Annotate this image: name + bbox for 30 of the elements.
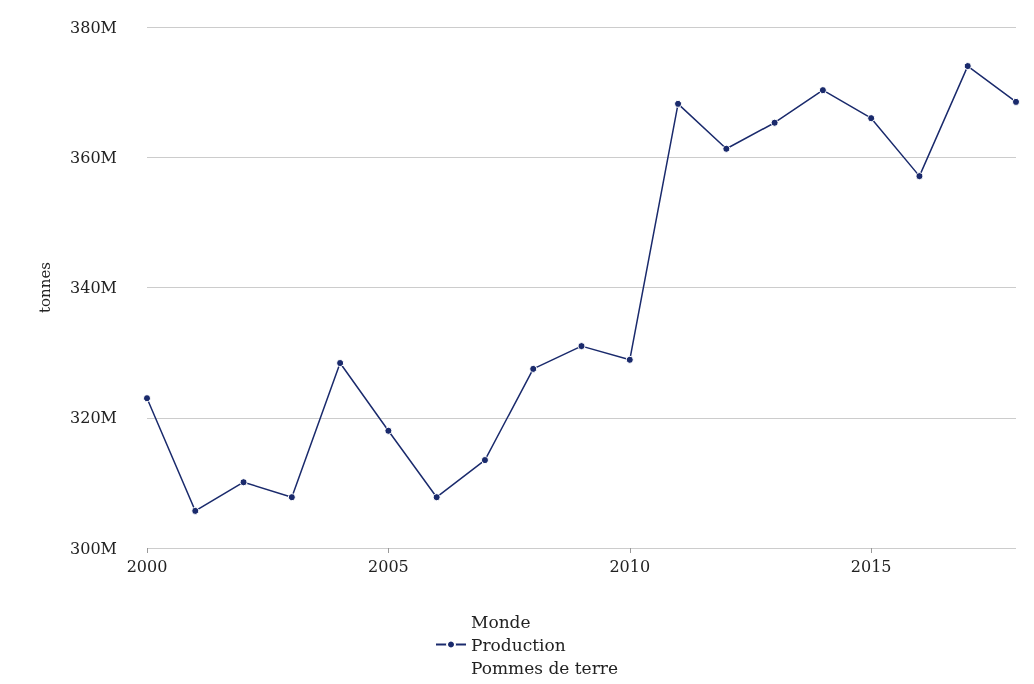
point [143,394,151,403]
point [674,99,683,108]
point [432,493,441,502]
y-tick-label: 380M [70,17,117,37]
y-tick-label: 320M [70,408,117,428]
point [287,493,296,502]
point [915,172,924,181]
point [818,86,827,95]
point [963,62,972,71]
point [336,359,345,368]
point [722,144,731,153]
point [867,114,876,123]
point [384,426,393,435]
point [625,355,634,364]
point [770,118,779,127]
x-tick-label: 2005 [368,556,409,576]
point [239,478,248,487]
x-tick-label: 2010 [609,556,651,576]
point [1012,97,1020,106]
x-tick-label: 2000 [126,556,168,576]
y-tick-label: 340M [70,278,117,297]
legend-label: Monde Production Pommes de terre [471,611,618,678]
y-tick-label: 360M [70,147,117,167]
point [480,456,489,465]
x-tick-label: 2015 [850,556,892,576]
point [529,364,538,373]
y-axis-title: tonnes [35,262,54,313]
y-tick-label: 300M [70,538,117,558]
point [191,506,200,515]
point [577,342,586,351]
